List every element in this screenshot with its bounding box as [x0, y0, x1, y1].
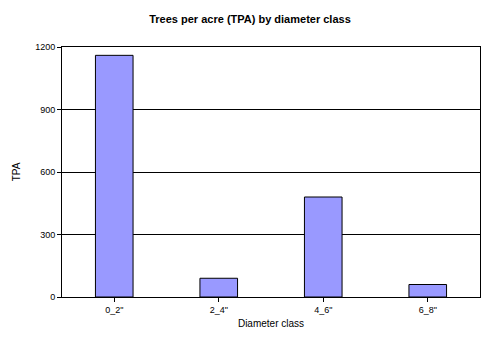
svg-text:4_6": 4_6": [314, 305, 332, 315]
svg-text:2_4": 2_4": [210, 305, 228, 315]
svg-text:1200: 1200: [35, 42, 55, 52]
svg-text:0: 0: [50, 292, 55, 302]
svg-text:TPA: TPA: [11, 162, 22, 181]
svg-text:Diameter class: Diameter class: [238, 318, 304, 329]
svg-text:300: 300: [40, 230, 55, 240]
svg-text:600: 600: [40, 167, 55, 177]
svg-text:Trees per acre (TPA) by diamet: Trees per acre (TPA) by diameter class: [149, 13, 351, 25]
svg-text:6_8": 6_8": [419, 305, 437, 315]
svg-text:0_2": 0_2": [105, 305, 123, 315]
svg-text:900: 900: [40, 105, 55, 115]
